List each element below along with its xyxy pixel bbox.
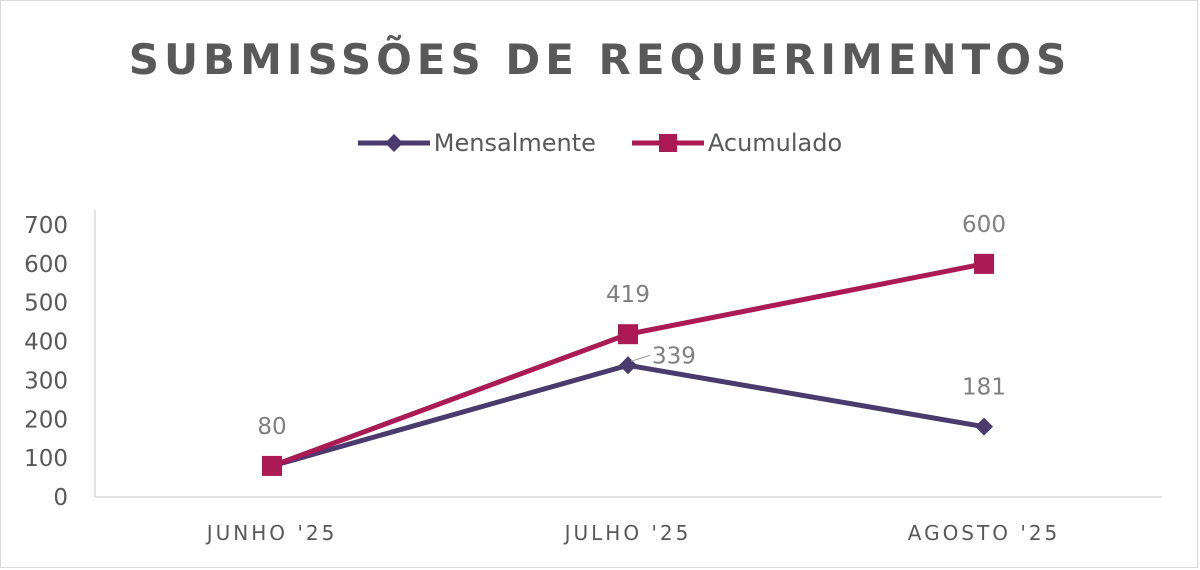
- point-marker-mensalmente: [975, 417, 993, 436]
- data-label: 600: [962, 212, 1006, 238]
- data-label: 181: [962, 375, 1006, 401]
- point-marker-acumulado: [618, 324, 638, 345]
- point-marker-mensalmente: [619, 356, 637, 375]
- y-tick-label: 100: [24, 446, 68, 472]
- data-label: 80: [257, 414, 286, 440]
- y-tick-label: 500: [24, 291, 68, 317]
- data-label: 419: [606, 282, 650, 308]
- legend-label-acumulado: Acumulado: [707, 129, 843, 157]
- y-tick-label: 700: [24, 213, 68, 239]
- series-line-mensalmente: [271, 362, 985, 469]
- point-marker-acumulado: [262, 455, 282, 476]
- y-tick-label: 600: [24, 252, 68, 278]
- legend-marker-diamond-icon: [357, 134, 430, 152]
- data-label: 339: [652, 343, 696, 369]
- y-tick-label: 300: [24, 368, 68, 394]
- legend-marker-square-icon: [631, 134, 704, 152]
- label-leader-line: [630, 354, 651, 362]
- legend-item-mensalmente: Mensalmente: [357, 129, 596, 157]
- legend-item-acumulado: Acumulado: [631, 129, 843, 157]
- y-tick-label: 0: [53, 485, 68, 511]
- chart-title: SUBMISSÕES DE REQUERIMENTOS: [128, 35, 1072, 84]
- y-tick-label: 400: [24, 330, 68, 356]
- point-marker-acumulado: [974, 253, 994, 274]
- x-tick-label: AGOSTO '25: [908, 521, 1061, 545]
- x-tick-label: JUNHO '25: [205, 521, 338, 545]
- x-tick-label: JULHO '25: [563, 521, 692, 545]
- y-tick-label: 200: [24, 407, 68, 433]
- chart-legend: Mensalmente Acumulado: [0, 126, 1200, 160]
- legend-label-mensalmente: Mensalmente: [433, 129, 596, 157]
